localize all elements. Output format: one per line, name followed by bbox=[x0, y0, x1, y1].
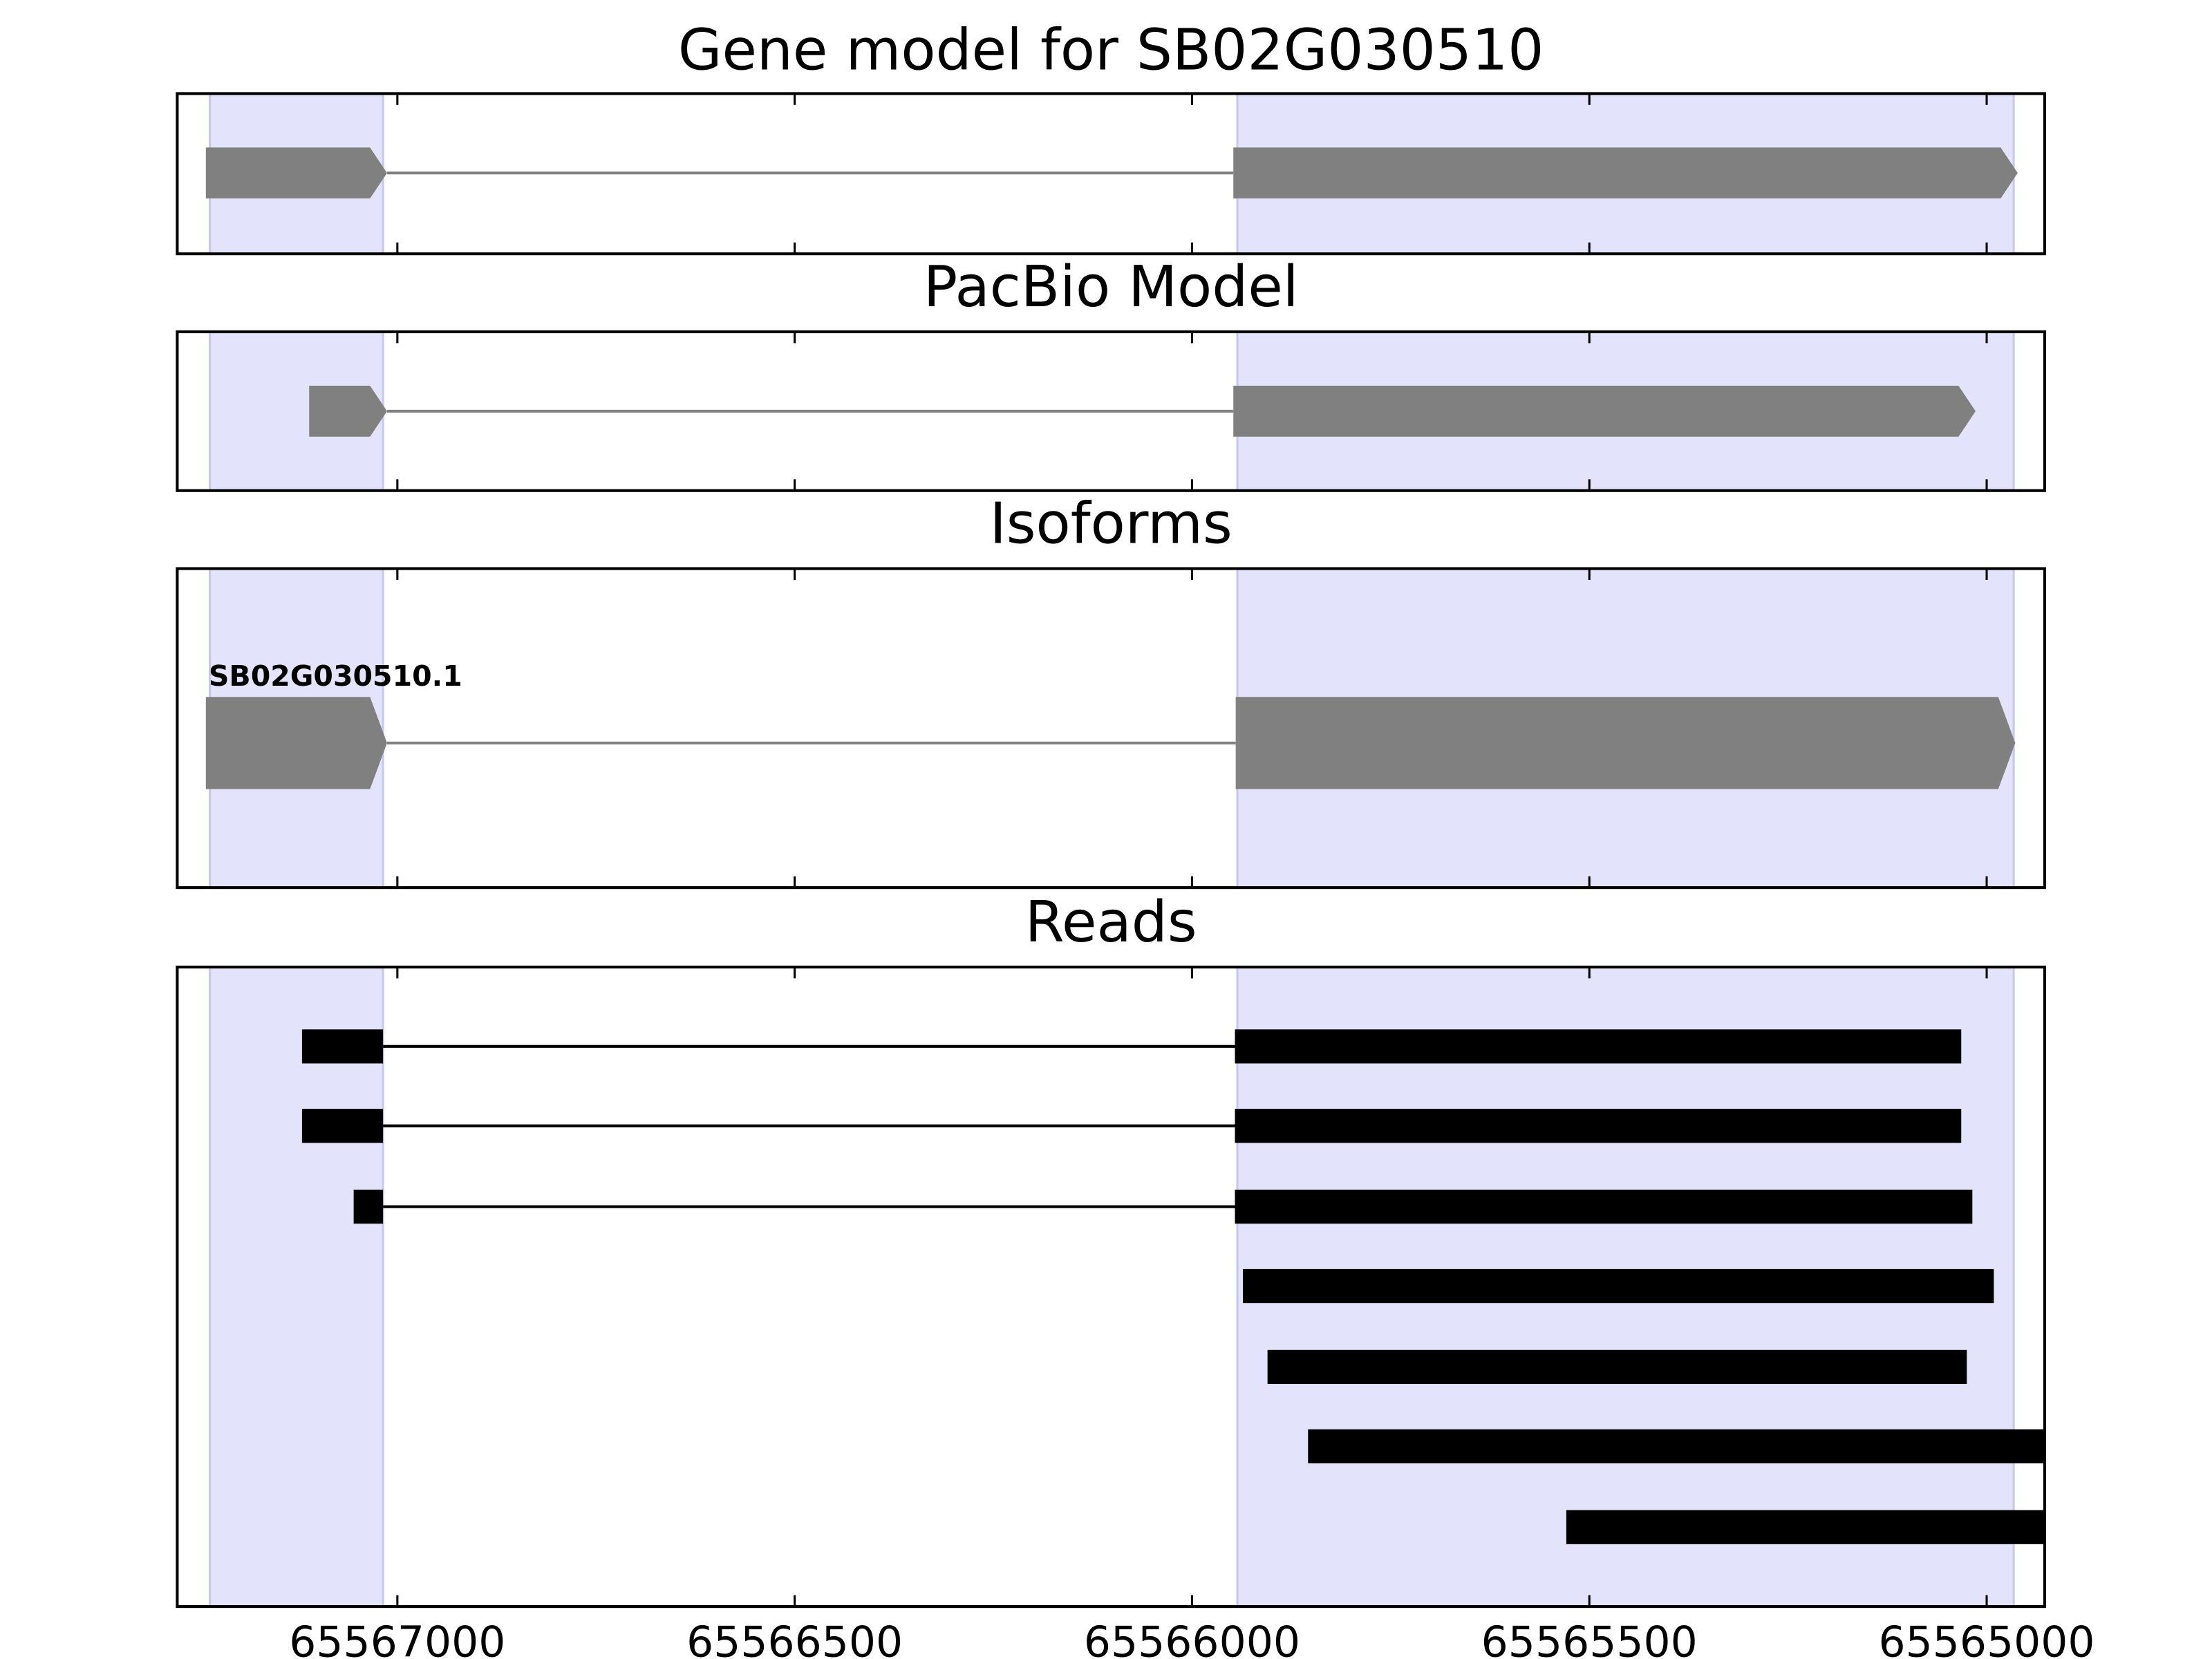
read-block bbox=[301, 1109, 384, 1143]
x-tick-label: 65567000 bbox=[289, 1618, 505, 1659]
x-tick-label: 65565000 bbox=[1878, 1618, 2094, 1659]
read-block bbox=[1235, 1029, 1962, 1064]
exon bbox=[1235, 697, 2016, 789]
read-block bbox=[1235, 1190, 1973, 1224]
read-block bbox=[1267, 1349, 1967, 1385]
x-tick-label: 65565500 bbox=[1481, 1618, 1698, 1659]
read-block bbox=[301, 1029, 384, 1064]
exon bbox=[205, 697, 387, 789]
highlight bbox=[209, 966, 384, 1607]
x-tick-label: 65566000 bbox=[1084, 1618, 1300, 1659]
panel-title: Isoforms bbox=[990, 491, 1232, 557]
panel-title: Gene model for SB02G030510 bbox=[678, 17, 1544, 83]
panel-frame bbox=[176, 92, 2046, 256]
exon bbox=[205, 147, 387, 199]
read-block bbox=[1308, 1429, 2045, 1463]
x-tick-label: 65566500 bbox=[686, 1618, 903, 1659]
panel-frame bbox=[176, 965, 2046, 1609]
feature-label: SB02G030510.1 bbox=[209, 659, 462, 693]
exon bbox=[1233, 147, 2018, 199]
panel bbox=[209, 966, 2045, 1607]
exon bbox=[1233, 385, 1976, 437]
panel-frame bbox=[176, 567, 2046, 890]
panel bbox=[205, 568, 2016, 888]
panel-frame bbox=[176, 330, 2046, 492]
read-block bbox=[353, 1190, 384, 1224]
read-block bbox=[1235, 1109, 1962, 1143]
exon bbox=[309, 385, 387, 437]
read-block bbox=[1566, 1510, 2045, 1544]
read-block bbox=[1243, 1268, 1994, 1304]
panel-title: PacBio Model bbox=[924, 254, 1299, 320]
panel bbox=[209, 331, 2015, 491]
panel bbox=[205, 93, 2018, 254]
panel-title: Reads bbox=[1025, 890, 1197, 955]
